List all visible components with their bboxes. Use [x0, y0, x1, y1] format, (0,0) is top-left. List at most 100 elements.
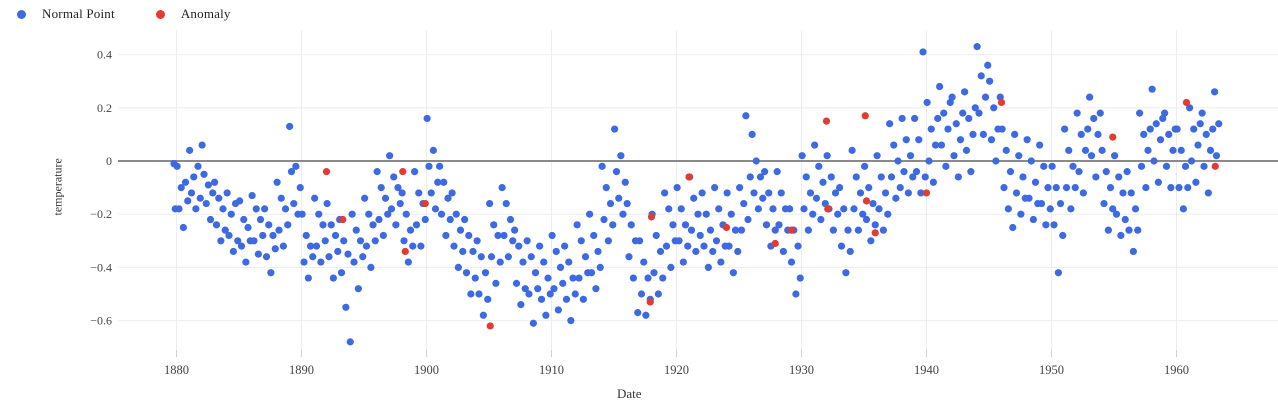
normal-point[interactable]	[186, 146, 194, 154]
normal-point[interactable]	[1046, 205, 1054, 213]
normal-point[interactable]	[1042, 221, 1050, 229]
normal-point[interactable]	[1027, 157, 1035, 165]
normal-point[interactable]	[1215, 120, 1223, 128]
normal-point[interactable]	[1098, 146, 1106, 154]
normal-point[interactable]	[834, 210, 842, 218]
normal-point[interactable]	[586, 210, 594, 218]
normal-point[interactable]	[934, 114, 942, 123]
normal-point[interactable]	[519, 258, 527, 266]
normal-point[interactable]	[987, 136, 996, 144]
normal-point[interactable]	[786, 205, 794, 213]
normal-point[interactable]	[302, 231, 310, 240]
normal-point[interactable]	[696, 231, 704, 240]
normal-point[interactable]	[652, 231, 660, 240]
anomaly-point[interactable]	[824, 205, 832, 213]
normal-point[interactable]	[348, 210, 356, 218]
normal-point[interactable]	[981, 93, 990, 101]
normal-point[interactable]	[600, 215, 608, 224]
normal-point[interactable]	[940, 109, 948, 117]
normal-point[interactable]	[823, 152, 831, 160]
normal-point[interactable]	[817, 215, 825, 224]
normal-point[interactable]	[312, 242, 321, 250]
normal-point[interactable]	[771, 226, 779, 234]
normal-point[interactable]	[754, 205, 762, 213]
normal-point[interactable]	[346, 338, 354, 346]
anomaly-point[interactable]	[421, 199, 429, 208]
normal-point[interactable]	[229, 247, 237, 256]
normal-point[interactable]	[237, 242, 246, 250]
normal-point[interactable]	[467, 290, 475, 298]
normal-point[interactable]	[1200, 162, 1208, 170]
normal-point[interactable]	[362, 242, 371, 250]
normal-point[interactable]	[319, 221, 327, 229]
normal-point[interactable]	[181, 178, 190, 186]
normal-point[interactable]	[381, 194, 390, 202]
normal-point[interactable]	[567, 317, 575, 325]
normal-point[interactable]	[865, 184, 873, 192]
normal-point[interactable]	[1206, 146, 1215, 154]
normal-point[interactable]	[740, 199, 748, 208]
normal-point[interactable]	[640, 258, 648, 266]
anomaly-point[interactable]	[862, 197, 871, 205]
anomaly-point[interactable]	[646, 298, 654, 306]
normal-point[interactable]	[221, 226, 229, 234]
normal-point[interactable]	[369, 221, 377, 229]
normal-point[interactable]	[1077, 130, 1085, 138]
normal-point[interactable]	[577, 237, 585, 245]
normal-point[interactable]	[490, 221, 498, 229]
normal-point[interactable]	[879, 226, 887, 234]
normal-point[interactable]	[1202, 130, 1210, 138]
anomaly-point[interactable]	[401, 247, 409, 256]
normal-point[interactable]	[927, 125, 935, 133]
normal-point[interactable]	[609, 221, 617, 229]
normal-point[interactable]	[327, 221, 335, 229]
normal-point[interactable]	[1094, 130, 1102, 138]
normal-point[interactable]	[1096, 109, 1104, 117]
normal-point[interactable]	[677, 205, 685, 213]
normal-point[interactable]	[190, 173, 198, 181]
normal-point[interactable]	[200, 170, 208, 178]
normal-point[interactable]	[421, 215, 429, 224]
normal-point[interactable]	[329, 274, 337, 282]
normal-point[interactable]	[627, 221, 635, 229]
normal-point[interactable]	[440, 178, 448, 186]
normal-point[interactable]	[1115, 173, 1123, 181]
normal-point[interactable]	[884, 210, 892, 218]
normal-point[interactable]	[1006, 168, 1015, 176]
normal-point[interactable]	[267, 269, 275, 277]
normal-point[interactable]	[1186, 104, 1194, 112]
normal-point[interactable]	[712, 237, 721, 245]
normal-point[interactable]	[831, 189, 840, 197]
normal-point[interactable]	[877, 173, 885, 181]
normal-point[interactable]	[1209, 125, 1217, 133]
normal-point[interactable]	[175, 205, 183, 213]
normal-point[interactable]	[409, 242, 417, 250]
normal-point[interactable]	[498, 184, 506, 192]
normal-point[interactable]	[594, 247, 602, 256]
normal-point[interactable]	[204, 181, 212, 189]
normal-point[interactable]	[692, 247, 700, 256]
normal-point[interactable]	[759, 194, 767, 202]
normal-point[interactable]	[746, 173, 754, 181]
normal-point[interactable]	[1181, 162, 1190, 170]
normal-point[interactable]	[665, 205, 673, 213]
normal-point[interactable]	[475, 290, 483, 298]
normal-point[interactable]	[856, 189, 865, 197]
normal-point[interactable]	[244, 223, 252, 232]
normal-point[interactable]	[275, 226, 283, 234]
normal-point[interactable]	[836, 184, 844, 192]
normal-point[interactable]	[950, 152, 958, 160]
normal-point[interactable]	[452, 210, 460, 218]
normal-point[interactable]	[411, 168, 419, 176]
normal-point[interactable]	[1109, 205, 1117, 213]
normal-point[interactable]	[590, 231, 598, 240]
normal-point[interactable]	[446, 215, 454, 224]
anomaly-point[interactable]	[722, 223, 731, 232]
normal-point[interactable]	[731, 226, 740, 234]
normal-point[interactable]	[850, 205, 858, 213]
normal-point[interactable]	[777, 189, 785, 197]
normal-point[interactable]	[1015, 152, 1023, 160]
normal-point[interactable]	[379, 231, 387, 240]
normal-point[interactable]	[667, 263, 675, 271]
anomaly-point[interactable]	[997, 98, 1006, 107]
